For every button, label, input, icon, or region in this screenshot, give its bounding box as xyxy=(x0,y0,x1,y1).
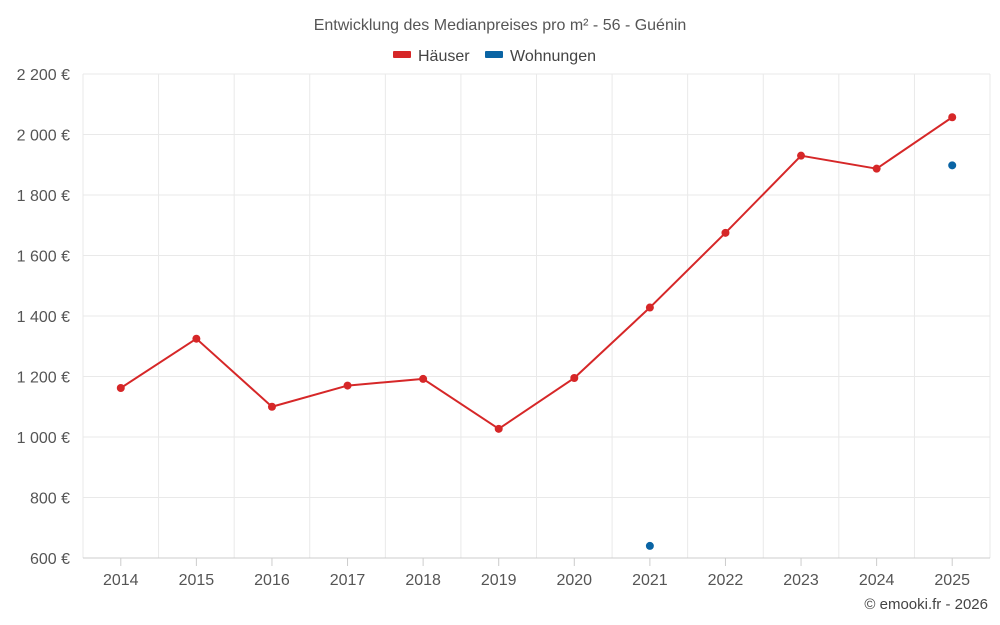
data-point[interactable] xyxy=(948,161,957,170)
x-tick-label: 2024 xyxy=(859,572,895,589)
x-tick-label: 2020 xyxy=(556,572,592,589)
x-tick-label: 2014 xyxy=(103,572,139,589)
data-point[interactable] xyxy=(343,381,352,390)
x-tick-label: 2017 xyxy=(330,572,366,589)
y-tick-label: 1 600 € xyxy=(17,249,70,266)
data-point[interactable] xyxy=(721,228,730,237)
series-wohnungen xyxy=(645,161,957,550)
data-point[interactable] xyxy=(116,383,125,392)
data-point[interactable] xyxy=(645,541,654,550)
chart-title: Entwicklung des Medianpreises pro m² - 5… xyxy=(314,17,687,34)
data-point[interactable] xyxy=(797,151,806,160)
series xyxy=(116,113,957,550)
grid xyxy=(82,73,991,558)
data-point[interactable] xyxy=(419,374,428,383)
x-tick-label: 2021 xyxy=(632,572,668,589)
series-line xyxy=(120,116,953,430)
x-tick-label: 2016 xyxy=(254,572,290,589)
data-point[interactable] xyxy=(645,303,654,312)
y-tick-label: 1 800 € xyxy=(17,188,70,205)
x-tick-label: 2023 xyxy=(783,572,819,589)
y-tick-label: 800 € xyxy=(30,491,70,508)
y-tick-label: 1 400 € xyxy=(17,309,70,326)
data-point[interactable] xyxy=(267,402,276,411)
data-point[interactable] xyxy=(570,374,579,383)
legend-label-haeuser: Häuser xyxy=(418,48,470,65)
x-tick-label: 2019 xyxy=(481,572,517,589)
legend-label-wohnungen: Wohnungen xyxy=(510,48,596,65)
legend-swatch-haeuser xyxy=(393,51,411,58)
y-tick-label: 1 000 € xyxy=(17,430,70,447)
x-tick-label: 2015 xyxy=(179,572,215,589)
x-tick-label: 2025 xyxy=(934,572,970,589)
credit-text: © emooki.fr - 2026 xyxy=(864,596,988,613)
x-tick-label: 2018 xyxy=(405,572,441,589)
legend-swatch-wohnungen xyxy=(485,51,503,58)
y-tick-label: 600 € xyxy=(30,551,70,568)
legend: Häuser Wohnungen xyxy=(393,48,596,65)
data-point[interactable] xyxy=(192,334,201,343)
x-tick-label: 2022 xyxy=(708,572,744,589)
data-point[interactable] xyxy=(948,113,957,122)
data-point[interactable] xyxy=(872,164,881,173)
series-haeuser xyxy=(116,113,957,433)
legend-item-haeuser[interactable]: Häuser xyxy=(393,48,470,65)
y-tick-label: 1 200 € xyxy=(17,370,70,387)
y-tick-label: 2 200 € xyxy=(17,67,70,84)
axes xyxy=(83,557,990,566)
legend-item-wohnungen[interactable]: Wohnungen xyxy=(485,48,596,65)
y-tick-label: 2 000 € xyxy=(17,128,70,145)
x-axis-ticks: 2014 2015 2016 2017 2018 2019 2020 2021 2022 2023… xyxy=(103,572,970,589)
y-axis-ticks: 600 € 800 € 1 000 € 1 200 € 1 400 € 1 600 € 1 … xyxy=(17,67,70,568)
data-point[interactable] xyxy=(494,424,503,433)
